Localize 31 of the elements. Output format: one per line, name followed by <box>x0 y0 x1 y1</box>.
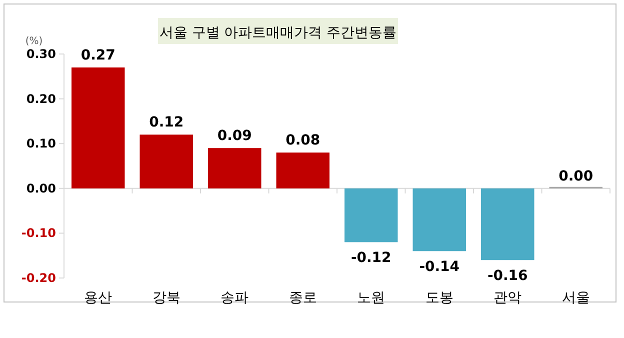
x-tick-label: 도봉 <box>425 290 454 306</box>
data-label: -0.14 <box>419 259 460 276</box>
chart-title: 서울 구별 아파트매매가격 주간변동률 <box>159 25 397 41</box>
x-tick-label: 송파 <box>220 290 249 306</box>
y-tick-label: 0.10 <box>26 136 56 151</box>
bar <box>140 134 193 188</box>
y-axis-title: (%) <box>25 36 43 47</box>
bar <box>276 152 330 188</box>
data-label: 0.08 <box>286 132 320 149</box>
bar <box>344 188 398 242</box>
bar <box>481 188 534 260</box>
data-label: -0.16 <box>487 268 528 284</box>
bar <box>72 67 125 188</box>
y-tick-label: -0.10 <box>21 226 56 240</box>
x-tick-label: 노원 <box>357 290 386 306</box>
data-label: 0.00 <box>558 168 594 184</box>
data-label: 0.27 <box>80 47 116 64</box>
x-tick-label: 강북 <box>152 290 180 306</box>
data-label: 0.12 <box>149 114 184 131</box>
x-tick-label: 종로 <box>288 290 317 306</box>
data-label: 0.09 <box>217 128 252 144</box>
data-label: -0.12 <box>350 250 392 266</box>
y-tick-label: -0.20 <box>21 271 56 285</box>
x-tick-label: 용산 <box>84 290 112 306</box>
x-tick-label: 서울 <box>562 290 590 306</box>
x-tick-label: 관악 <box>494 290 522 306</box>
bar <box>412 188 466 252</box>
y-tick-label: 0.20 <box>26 92 56 106</box>
bar <box>208 148 262 188</box>
y-tick-label: 0.00 <box>26 181 56 196</box>
y-tick-label: 0.30 <box>26 47 56 61</box>
